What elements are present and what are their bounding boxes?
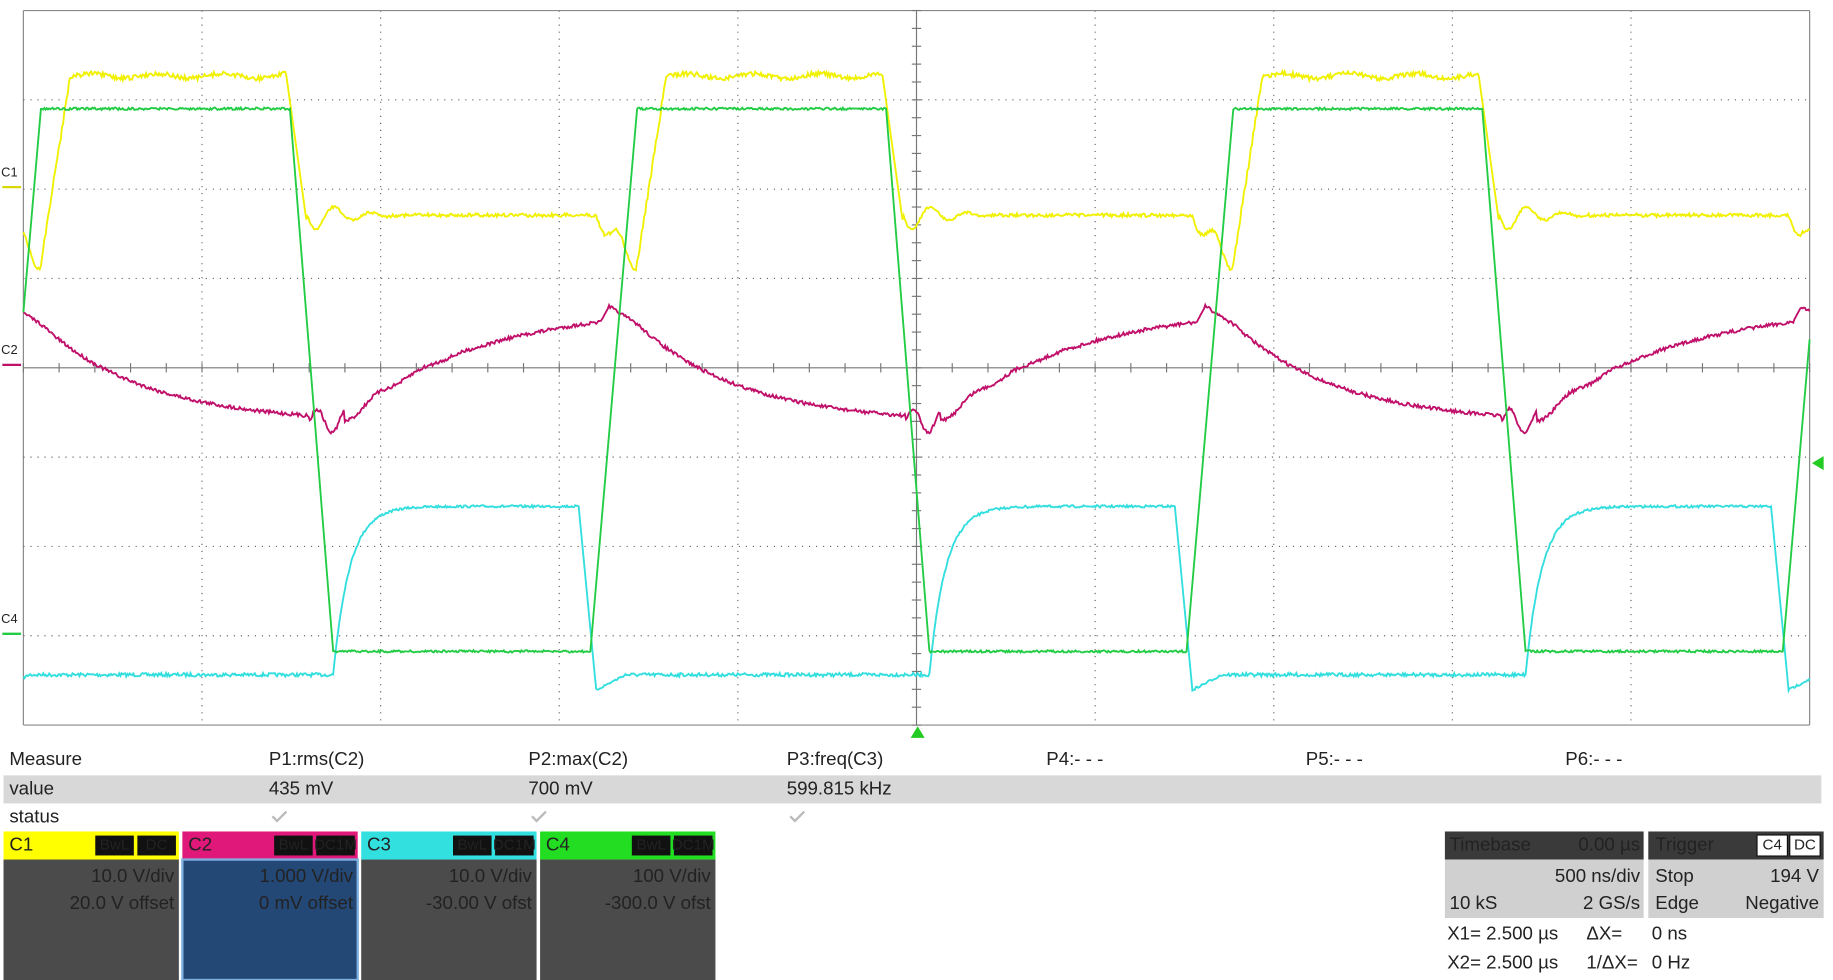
channel-bandwidth: BwL	[458, 837, 488, 854]
timebase-header	[1444, 831, 1644, 860]
channel-bandwidth: BwL	[279, 837, 309, 854]
measure-header: P2:max(C2)	[528, 748, 628, 769]
status-check	[271, 810, 288, 823]
channel-body	[361, 859, 537, 980]
timebase-title: Timebase	[1450, 833, 1531, 854]
channel-coupling: DC1M	[672, 837, 715, 854]
cursor-delta-label: ΔX=	[1586, 922, 1622, 943]
channel-name: C1	[9, 833, 33, 854]
traces	[22, 68, 1811, 694]
trigger-coupling: DC	[1794, 837, 1816, 854]
channel-bandwidth: BwL	[636, 837, 666, 854]
measure-value: 700 mV	[528, 777, 593, 798]
cursor-position: X1= 2.500 µs	[1447, 922, 1558, 943]
channel-body	[3, 859, 179, 980]
channel-bandwidth: BwL	[100, 837, 130, 854]
timebase-samples: 10 kS	[1450, 892, 1498, 913]
trigger-level-marker	[1811, 456, 1824, 471]
cursor-delta: 0 ns	[1652, 922, 1687, 943]
channel-marker-label: C1	[1, 164, 17, 179]
channel-body	[181, 858, 359, 980]
graticule: C1 C2 C4	[1, 9, 1811, 726]
trigger-source: C4	[1763, 837, 1782, 854]
channel-name: C3	[367, 833, 391, 854]
channel-marker-label: C2	[1, 342, 17, 357]
status-check	[531, 810, 547, 823]
channel-marker-label: C4	[1, 611, 17, 626]
tag-box	[94, 834, 136, 857]
tag-box	[1789, 834, 1821, 857]
value-row-band	[3, 775, 1822, 804]
trigger-position-marker	[910, 726, 925, 738]
trigger-body	[1648, 859, 1824, 919]
channel-offset: -300.0 V ofst	[605, 892, 712, 913]
channel-name: C4	[546, 833, 570, 854]
channel-scale: 10.0 V/div	[91, 865, 175, 886]
tag-box	[1756, 834, 1788, 857]
trigger-slope: Negative	[1745, 892, 1819, 913]
trigger-type: Edge	[1655, 892, 1699, 913]
timebase-delay: 0.00 µs	[1578, 833, 1640, 854]
tag-box	[136, 834, 178, 857]
cursor-delta-label: 1/ΔX=	[1586, 952, 1637, 973]
trace-c2	[22, 302, 1811, 435]
channel-name: C2	[188, 833, 212, 854]
trigger-title: Trigger	[1655, 833, 1713, 854]
tag-box	[315, 834, 356, 857]
trace-c4	[22, 105, 1811, 655]
tag-box	[451, 834, 493, 857]
measure-value: value	[9, 777, 54, 798]
measure-header: P6:- - -	[1565, 748, 1622, 769]
trace-c3	[22, 503, 1811, 694]
measure-header: Measure	[9, 748, 82, 769]
measure-value: 599.815 kHz	[787, 777, 892, 798]
trigger-level: 194 V	[1770, 865, 1819, 886]
channel-coupling: DC1M	[493, 837, 536, 854]
measure-header: P1:rms(C2)	[269, 748, 365, 769]
trigger-mode: Stop	[1655, 865, 1693, 886]
timebase-body	[1444, 859, 1644, 919]
measure-header: P3:freq(C3)	[787, 748, 884, 769]
tag-box	[672, 834, 714, 857]
trace-c1	[22, 68, 1811, 272]
channel-coupling: DC	[146, 837, 168, 854]
tag-box	[493, 834, 535, 857]
measure-value: 435 mV	[269, 777, 334, 798]
channel-scale: 1.000 V/div	[260, 865, 354, 886]
channel-scale: 100 V/div	[633, 865, 712, 886]
tag-box	[272, 834, 314, 857]
cursor-delta: 0 Hz	[1652, 952, 1690, 973]
channel-body	[540, 859, 716, 980]
measure-header: P5:- - -	[1306, 748, 1363, 769]
measure-status: status	[9, 805, 59, 826]
timebase-rate: 2 GS/s	[1583, 892, 1640, 913]
tag-box	[630, 834, 672, 857]
cursor-position: X2= 2.500 µs	[1447, 952, 1558, 973]
channel-offset: 20.0 V offset	[70, 892, 175, 913]
measure-header: P4:- - -	[1046, 748, 1103, 769]
status-check	[789, 810, 806, 823]
channel-scale: 10.0 V/div	[449, 865, 533, 886]
channel-offset: 0 mV offset	[259, 892, 354, 913]
info-panel: Measure P1:rms(C2) P2:max(C2) P3:freq(C3) P4…	[3, 748, 1824, 980]
channel-offset: -30.00 V ofst	[426, 892, 533, 913]
channel-coupling: DC1M	[314, 837, 357, 854]
timebase-scale: 500 ns/div	[1555, 865, 1641, 886]
